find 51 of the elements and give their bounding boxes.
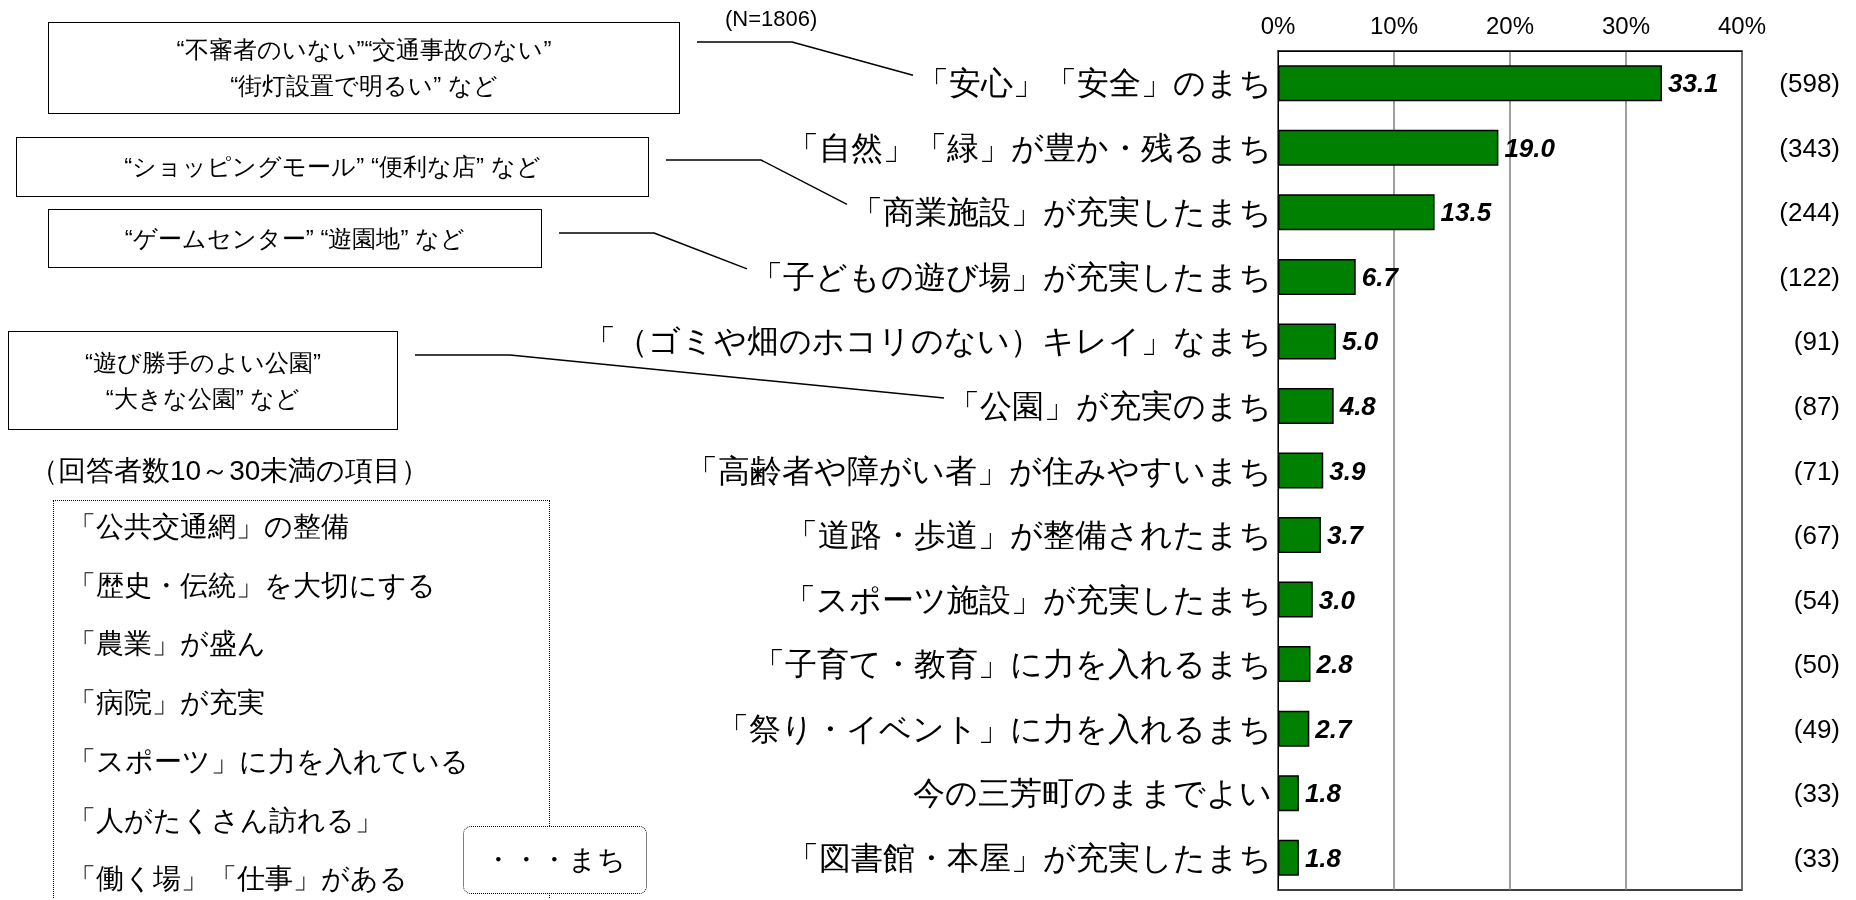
y-tick-label: 「スポーツ施設」が充実したまち (784, 581, 1272, 618)
y-tick-label: 「祭り・イベント」に力を入れるまち (717, 710, 1272, 747)
data-label: 4.8 (1338, 390, 1377, 421)
y-tick-label: 「子どもの遊び場」が充実したまち (751, 258, 1272, 295)
y-tick-label: 「図書館・本屋」が充実したまち (787, 839, 1272, 876)
text: (244) (1779, 197, 1841, 228)
text: （回答者数10～30未満の項目） (30, 454, 430, 488)
y-tick-label: 「道路・歩道」が整備されたまち (786, 517, 1272, 554)
data-label: 13.5 (1440, 197, 1492, 228)
x-tick-label: 30% (1601, 11, 1651, 39)
callout-box: “遊び勝手のよい公園” “大きな公園” など (8, 331, 398, 430)
text: (33) (1793, 778, 1841, 809)
callout-box: “ショッピングモール” “便利な店” など (16, 137, 649, 197)
data-label: 2.7 (1314, 713, 1353, 744)
text: (33) (1793, 842, 1841, 873)
data-label: 19.0 (1504, 132, 1556, 163)
y-tick-label: 「商業施設」が充実したまち (851, 194, 1272, 231)
y-tick-label: 今の三芳町のままでよい (913, 775, 1272, 812)
x-tick-label: 10% (1369, 11, 1419, 39)
label-box: ・・・まち (463, 826, 647, 894)
text: (91) (1793, 326, 1841, 357)
data-label: 2.8 (1315, 649, 1354, 680)
y-tick-label: 「高齢者や障がい者」が住みやすいまち (686, 452, 1272, 489)
text: (49) (1793, 713, 1841, 744)
text: (50) (1793, 649, 1841, 680)
text: (71) (1793, 455, 1841, 486)
data-label: 3.0 (1318, 584, 1356, 615)
text: (598) (1779, 68, 1841, 99)
data-label: 5.0 (1342, 326, 1379, 357)
data-label: 33.1 (1667, 68, 1719, 99)
x-tick-label: 0% (1260, 11, 1296, 39)
data-label: 1.8 (1304, 778, 1342, 809)
data-label: 1.8 (1304, 842, 1342, 873)
text: (87) (1793, 390, 1841, 421)
text: (343) (1779, 132, 1841, 163)
text: (122) (1779, 261, 1841, 292)
text: (N=1806) (725, 5, 818, 31)
x-tick-label: 20% (1485, 11, 1535, 39)
text: (67) (1793, 520, 1841, 551)
y-tick-label: 「安心」「安全」のまち (917, 65, 1272, 102)
y-tick-label: 「（ゴミや畑のホコリのない）キレイ」なまち (584, 323, 1272, 360)
y-tick-label: 「自然」「緑」が豊か・残るまち (787, 129, 1272, 166)
y-tick-label: 「公園」が充実のまち (948, 387, 1272, 424)
y-tick-label: 「子育て・教育」に力を入れるまち (753, 646, 1272, 683)
text: (54) (1793, 584, 1841, 615)
data-label: 3.7 (1326, 520, 1365, 551)
callout-box: “ゲームセンター” “遊園地” など (48, 209, 542, 268)
data-label: 6.7 (1361, 261, 1400, 292)
callout-box: “不審者のいない”“交通事故のない” “街灯設置で明るい” など (48, 22, 680, 114)
x-tick-label: 40% (1717, 11, 1767, 39)
data-label: 3.9 (1329, 455, 1366, 486)
